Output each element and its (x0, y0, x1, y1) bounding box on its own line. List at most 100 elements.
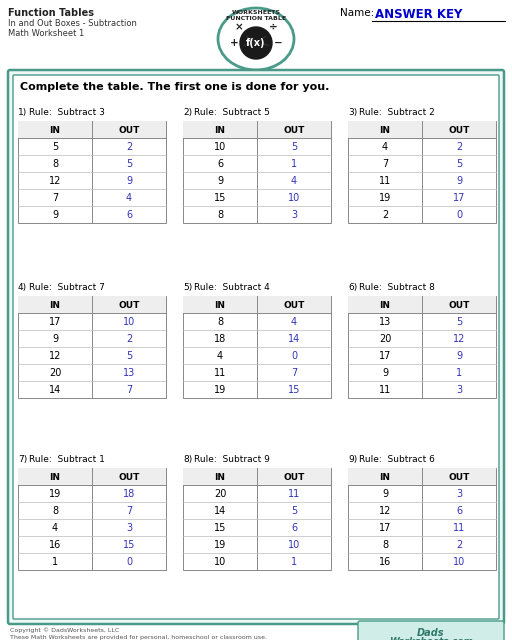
Bar (348, 468, 496, 485)
Text: 11: 11 (214, 368, 226, 378)
Text: 5: 5 (456, 159, 462, 169)
Text: OUT: OUT (449, 473, 470, 482)
Bar (183, 121, 331, 138)
Bar (348, 296, 496, 398)
Text: Rule:  Subtract 4: Rule: Subtract 4 (194, 283, 270, 292)
Text: 0: 0 (126, 557, 132, 567)
Text: 8: 8 (382, 540, 388, 550)
Bar (18, 468, 166, 570)
Text: 3: 3 (456, 385, 462, 395)
Text: 11: 11 (379, 176, 391, 186)
FancyBboxPatch shape (8, 70, 504, 624)
Text: 1: 1 (291, 159, 297, 169)
Text: 2: 2 (126, 334, 132, 344)
Text: 2: 2 (456, 540, 462, 550)
Text: 6: 6 (456, 506, 462, 516)
Text: 0: 0 (291, 351, 297, 361)
Text: 20: 20 (49, 368, 61, 378)
Text: 7: 7 (382, 159, 388, 169)
Text: ANSWER KEY: ANSWER KEY (375, 8, 462, 21)
Circle shape (240, 27, 272, 59)
Text: 5: 5 (126, 159, 132, 169)
Text: 9: 9 (382, 368, 388, 378)
Text: OUT: OUT (118, 473, 140, 482)
Bar (348, 296, 496, 313)
Text: 4: 4 (217, 351, 223, 361)
Text: 8: 8 (217, 317, 223, 327)
Text: 7: 7 (126, 385, 132, 395)
Text: 14: 14 (288, 334, 300, 344)
Bar (18, 121, 166, 223)
Text: Rule:  Subtract 2: Rule: Subtract 2 (359, 108, 435, 117)
Text: Rule:  Subtract 5: Rule: Subtract 5 (194, 108, 270, 117)
Text: FUNCTION TABLE: FUNCTION TABLE (226, 17, 286, 22)
Text: 19: 19 (214, 540, 226, 550)
Text: 16: 16 (379, 557, 391, 567)
Text: 8: 8 (217, 210, 223, 220)
Text: 7: 7 (52, 193, 58, 203)
Text: 10: 10 (214, 142, 226, 152)
Text: 5: 5 (126, 351, 132, 361)
Text: 16: 16 (49, 540, 61, 550)
Text: Rule:  Subtract 7: Rule: Subtract 7 (29, 283, 105, 292)
Text: ×: × (234, 22, 243, 32)
Text: 9: 9 (456, 351, 462, 361)
Bar (348, 121, 496, 223)
Text: 5: 5 (291, 142, 297, 152)
Text: 4): 4) (18, 283, 27, 292)
Bar (18, 468, 166, 485)
Text: 6: 6 (291, 523, 297, 533)
Text: 8): 8) (183, 455, 192, 464)
Text: 9: 9 (52, 334, 58, 344)
FancyBboxPatch shape (358, 621, 504, 640)
Text: ÷: ÷ (269, 22, 278, 32)
Text: 17: 17 (453, 193, 465, 203)
Text: 12: 12 (453, 334, 465, 344)
Text: 19: 19 (49, 489, 61, 499)
Text: 6): 6) (348, 283, 357, 292)
Text: 4: 4 (291, 317, 297, 327)
Text: 1: 1 (291, 557, 297, 567)
Text: 14: 14 (214, 506, 226, 516)
Text: 12: 12 (379, 506, 391, 516)
Text: Rule:  Subtract 1: Rule: Subtract 1 (29, 455, 105, 464)
Text: OUT: OUT (449, 301, 470, 310)
Text: IN: IN (50, 301, 60, 310)
Text: 10: 10 (123, 317, 135, 327)
Text: OUT: OUT (283, 126, 305, 135)
Text: 3: 3 (456, 489, 462, 499)
Text: Function Tables: Function Tables (8, 8, 94, 18)
Bar (18, 296, 166, 313)
Text: 20: 20 (214, 489, 226, 499)
Bar (348, 121, 496, 138)
Text: 18: 18 (214, 334, 226, 344)
Text: +: + (229, 38, 239, 48)
Text: 14: 14 (49, 385, 61, 395)
Text: 20: 20 (379, 334, 391, 344)
Text: 15: 15 (123, 540, 135, 550)
Text: Rule:  Subtract 9: Rule: Subtract 9 (194, 455, 270, 464)
Text: 6: 6 (217, 159, 223, 169)
Text: 12: 12 (49, 351, 61, 361)
Text: 5: 5 (291, 506, 297, 516)
Text: OUT: OUT (283, 301, 305, 310)
Bar (183, 468, 331, 570)
Text: 9: 9 (217, 176, 223, 186)
Text: 5: 5 (52, 142, 58, 152)
Text: 10: 10 (214, 557, 226, 567)
Text: 0: 0 (456, 210, 462, 220)
Text: 4: 4 (52, 523, 58, 533)
Text: 18: 18 (123, 489, 135, 499)
Text: 9: 9 (126, 176, 132, 186)
Text: Math Worksheet 1: Math Worksheet 1 (8, 29, 84, 38)
Text: Rule:  Subtract 8: Rule: Subtract 8 (359, 283, 435, 292)
Bar (18, 296, 166, 398)
Text: IN: IN (50, 473, 60, 482)
Text: 10: 10 (453, 557, 465, 567)
Text: 2: 2 (382, 210, 388, 220)
Text: 9: 9 (52, 210, 58, 220)
Text: 8: 8 (52, 159, 58, 169)
Text: 15: 15 (214, 193, 226, 203)
Text: 5: 5 (456, 317, 462, 327)
Text: IN: IN (215, 301, 225, 310)
